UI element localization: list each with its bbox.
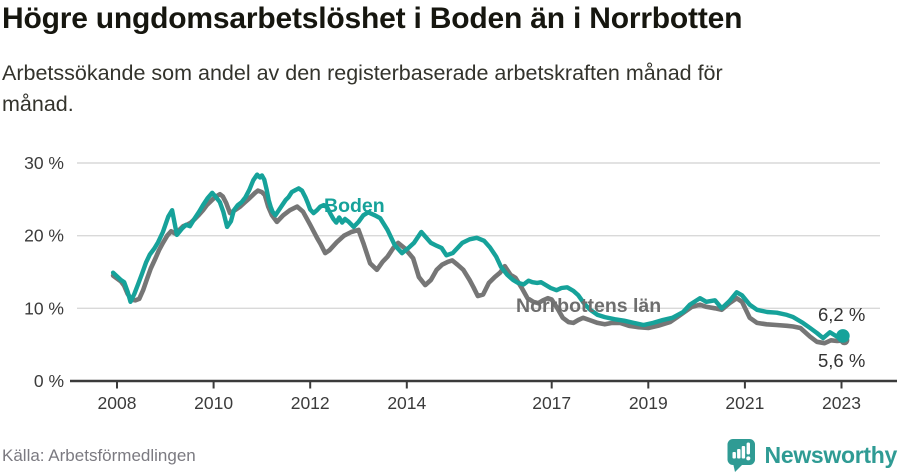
x-tick-label-2019: 2019 bbox=[629, 393, 668, 413]
x-tick-label-2012: 2012 bbox=[291, 393, 330, 413]
x-tick-label-2023: 2023 bbox=[822, 393, 861, 413]
y-tick-label-10: 10 % bbox=[24, 298, 64, 318]
norrbotten-end-value-label: 5,6 % bbox=[818, 350, 865, 371]
newsworthy-wordmark: Newsworthy bbox=[764, 441, 898, 468]
subtitle-line-1: Arbetssökande som andel av den registerb… bbox=[2, 61, 723, 85]
boden-line bbox=[110, 172, 846, 341]
x-tick-label-2021: 2021 bbox=[725, 393, 764, 413]
subtitle-line-2: månad. bbox=[2, 92, 74, 116]
boden-series-label: Boden bbox=[324, 195, 385, 217]
y-tick-label-30: 30 % bbox=[24, 153, 64, 173]
boden-end-value-label: 6,2 % bbox=[818, 304, 865, 325]
norrbotten-series-label: Norrbottens län bbox=[516, 295, 661, 317]
y-tick-label-0: 0 % bbox=[34, 371, 64, 391]
newsworthy-chart-bubble-icon bbox=[727, 439, 755, 472]
page-title: Högre ungdomsarbetslöshet i Boden än i N… bbox=[2, 2, 743, 35]
source-attribution: Källa: Arbetsförmedlingen bbox=[2, 446, 196, 465]
x-tick-label-2014: 2014 bbox=[387, 393, 426, 413]
x-tick-label-2017: 2017 bbox=[532, 393, 571, 413]
y-tick-label-20: 20 % bbox=[24, 226, 64, 246]
x-tick-label-2010: 2010 bbox=[194, 393, 233, 413]
x-tick-label-2008: 2008 bbox=[98, 393, 137, 413]
chart-subtitle: Arbetssökande som andel av den registerb… bbox=[2, 58, 723, 120]
newsworthy-logo: Newsworthy bbox=[727, 437, 897, 473]
boden-endpoint-dot bbox=[836, 329, 850, 343]
